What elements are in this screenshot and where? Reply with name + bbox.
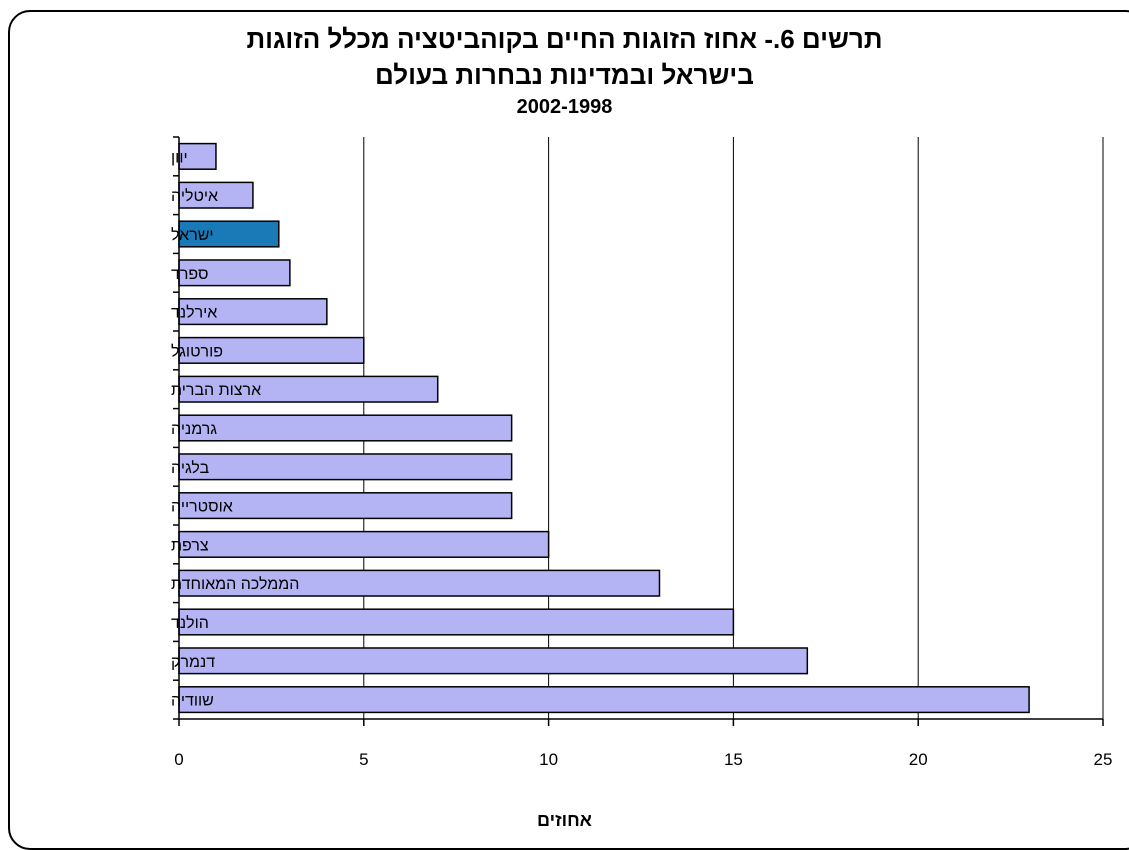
x-axis-label: אחוזים (537, 810, 592, 830)
category-label: ארצות הברית (171, 382, 261, 399)
bar (178, 608, 735, 636)
x-tick-label: 15 (724, 750, 743, 769)
bar (178, 259, 291, 287)
bar (178, 686, 1030, 714)
category-label: פורטוגל (171, 342, 223, 360)
bar (178, 569, 661, 597)
x-tick-label: 20 (909, 750, 928, 769)
category-label: ישראל (171, 226, 214, 244)
category-label: הולנד (171, 614, 209, 632)
category-label: איטליה (171, 187, 218, 205)
category-label: ספרד (171, 266, 209, 283)
bar (178, 453, 513, 481)
bar (178, 298, 328, 326)
bar (178, 414, 513, 442)
x-tick-label: 25 (1094, 750, 1113, 769)
category-label: גרמניה (171, 421, 217, 438)
x-tick-label: 5 (359, 750, 368, 769)
chart-subtitle: בישראל ובמדינות נבחרות בעולם (375, 60, 754, 90)
category-label: בלגיה (171, 459, 210, 477)
x-tick-label: 10 (539, 750, 558, 769)
bar (178, 530, 550, 558)
category-label: שוודיה (171, 693, 214, 710)
x-tick-label: 0 (174, 750, 183, 769)
category-label: צרפת (171, 537, 209, 554)
category-label: הממלכה המאוחדת (171, 575, 299, 593)
category-label: דנמרק (171, 654, 215, 671)
category-label: אירלנד (171, 304, 217, 322)
category-label: אוסטרייה (171, 499, 233, 516)
bar (178, 181, 254, 209)
chart-title: תרשים 6.- אחוז הזוגות החיים בקוהביטציה מ… (246, 24, 883, 54)
chart-years: 2002-1998 (516, 96, 613, 118)
bar (178, 492, 513, 520)
bar (178, 220, 280, 248)
bar (178, 375, 439, 403)
bar (178, 647, 809, 675)
